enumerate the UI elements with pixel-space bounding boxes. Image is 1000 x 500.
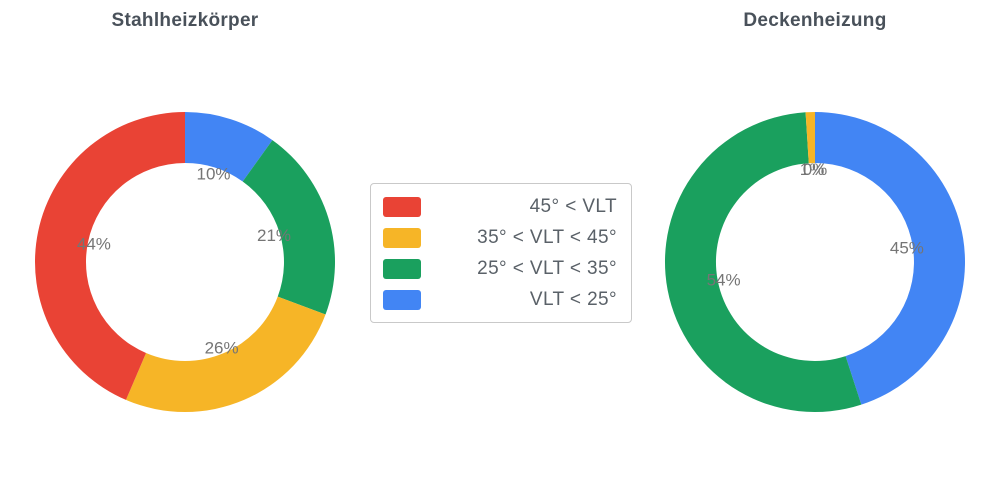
legend-item-label: VLT < 25° [529, 288, 617, 310]
slice-percent-label: 1% [800, 160, 825, 179]
donut-slice [185, 112, 273, 182]
legend-swatch-blue [383, 289, 421, 310]
legend-swatch-yellow [383, 227, 421, 248]
slice-percent-label: 54% [707, 270, 741, 289]
donut-slice [125, 296, 326, 413]
donut-slice [815, 112, 966, 405]
slice-percent-label: 0% [803, 160, 828, 179]
legend-swatch-green [383, 258, 421, 279]
legend-item-label: 25° < VLT < 35° [477, 257, 617, 279]
slice-percent-label: 45% [890, 239, 924, 258]
slice-percent-label: 26% [205, 339, 239, 358]
donut-slice [242, 140, 336, 315]
donut-slice [805, 112, 815, 164]
chart-title-left: Stahlheizkörper [111, 10, 259, 31]
legend-item-vlt-lt-25: VLT < 25° [383, 284, 617, 315]
legend-swatch-red [383, 196, 421, 217]
donut-slice [35, 112, 185, 400]
legend-item-35-45: 35° < VLT < 45° [383, 222, 617, 253]
legend-item-label: 35° < VLT < 45° [477, 226, 617, 248]
legend-item-25-35: 25° < VLT < 35° [383, 253, 617, 284]
chart-title-right: Deckenheizung [743, 10, 887, 31]
chart-stahlheizkoerper: Stahlheizkörper 10% 21% 26% 44% [0, 0, 370, 480]
slice-percent-label: 44% [77, 234, 111, 253]
legend: 45° < VLT 35° < VLT < 45° 25° < VLT < 35… [370, 183, 632, 323]
legend-item-45-lt-vlt: 45° < VLT [383, 191, 617, 222]
donut-slice [664, 112, 862, 413]
donut-chart-left: 10% 21% 26% 44% [35, 112, 336, 413]
donut-chart-right: 45% 54% 1%0% [664, 112, 966, 413]
legend-item-label: 45° < VLT [529, 195, 617, 217]
chart-deckenheizung: Deckenheizung 45% 54% 1% 0% [630, 0, 1000, 480]
slice-percent-label: 10% [196, 165, 230, 184]
slice-percent-label: 21% [257, 226, 291, 245]
